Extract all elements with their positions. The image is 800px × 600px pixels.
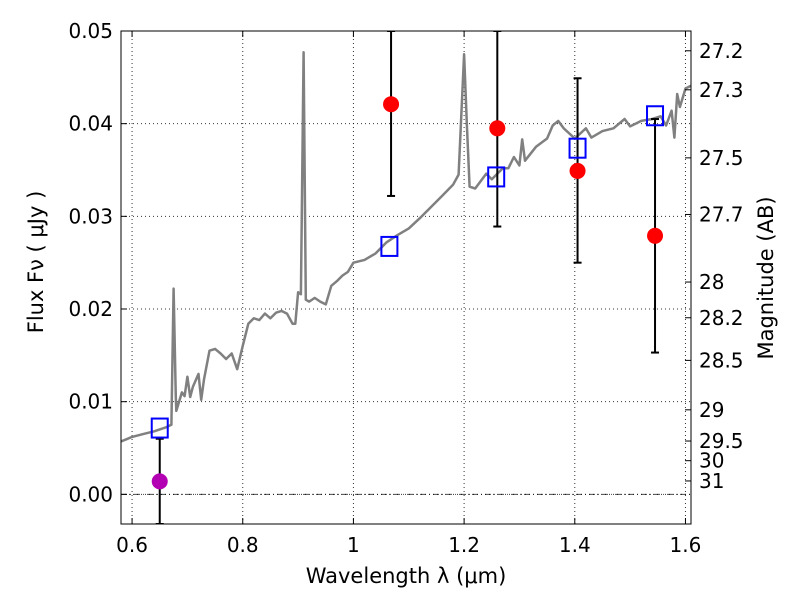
- model-point: [646, 105, 665, 127]
- right-tick-label: 27.5: [699, 146, 744, 170]
- y-tick-label: 0.02: [68, 297, 113, 321]
- y-axis-title: Flux Fν ( μJy ): [24, 191, 48, 334]
- right-tick-label: 27.3: [699, 78, 744, 102]
- axes: 0.6 0.8 1 1.2 1.4 1.6 0.00 0.01 0.02 0.03 0.04 0.05…: [68, 19, 743, 557]
- y-tick-label: 0.01: [68, 390, 113, 414]
- x-tick-label: 1: [347, 533, 360, 557]
- right-tick-label: 31: [699, 469, 724, 493]
- y-tick-label: 0.00: [68, 482, 113, 506]
- data-point: [647, 227, 664, 244]
- right-tick-label: 28: [699, 270, 724, 294]
- model-point: [380, 235, 399, 257]
- x-tick-label: 0.8: [227, 533, 259, 557]
- model-point: [487, 166, 506, 188]
- x-tick-label: 1.2: [448, 533, 480, 557]
- right-tick-label: 30: [699, 449, 724, 473]
- right-tick-label: 27.2: [699, 39, 744, 63]
- right-tick-label: 28.5: [699, 348, 744, 372]
- y-tick-label: 0.04: [68, 112, 113, 136]
- x-axis-title: Wavelength λ (μm): [306, 564, 507, 588]
- grid: [121, 30, 691, 524]
- right-tick-label: 27.7: [699, 202, 744, 226]
- y-tick-label: 0.03: [68, 204, 113, 228]
- x-tick-label: 1.6: [670, 533, 702, 557]
- model-point: [568, 137, 587, 159]
- plot-frame: [120, 30, 692, 525]
- data-point: [489, 120, 506, 137]
- y-tick-label: 0.05: [68, 19, 113, 43]
- data-point: [569, 162, 586, 179]
- x-tick-label: 0.6: [116, 533, 148, 557]
- spectrum-line: [121, 51, 691, 443]
- right-tick-label: 29.5: [699, 429, 744, 453]
- plot-area: [121, 31, 691, 524]
- right-axis-title: Magnitude (AB): [754, 196, 778, 359]
- data-point: [151, 473, 168, 490]
- right-tick-label: 28.2: [699, 306, 744, 330]
- right-tick-label: 29: [699, 398, 724, 422]
- model-point: [150, 417, 169, 439]
- data-point: [383, 96, 400, 113]
- x-tick-label: 1.4: [559, 533, 591, 557]
